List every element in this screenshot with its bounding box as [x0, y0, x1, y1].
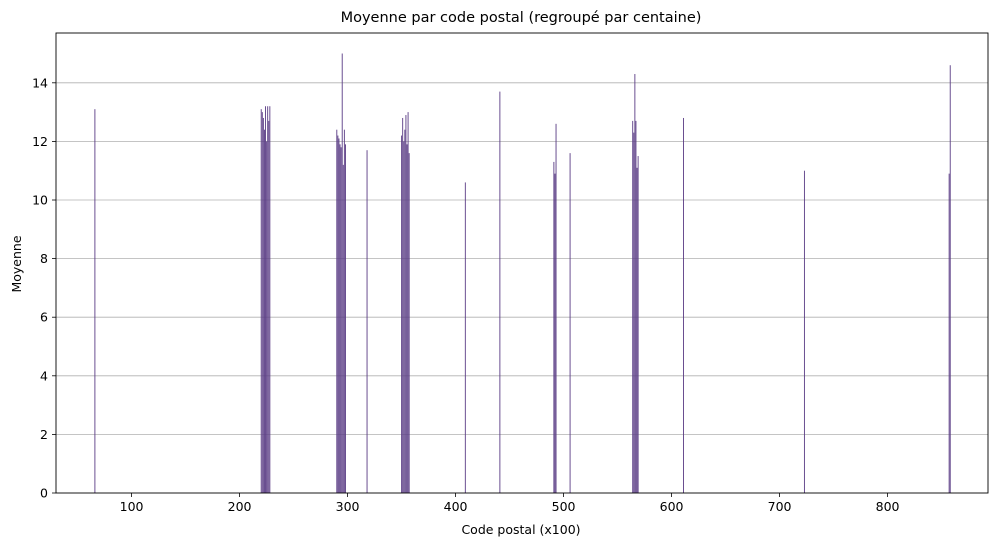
bar — [340, 147, 342, 493]
bar — [336, 129, 338, 493]
bar — [267, 106, 269, 493]
bar — [949, 65, 951, 493]
x-axis-title: Code postal (x100) — [461, 522, 580, 537]
bar — [635, 120, 637, 494]
bar — [342, 164, 344, 493]
bar — [268, 120, 270, 494]
gridlines — [56, 82, 988, 435]
x-tick-label: 400 — [444, 499, 468, 514]
bar — [569, 153, 571, 494]
x-tick-label: 600 — [660, 499, 684, 514]
bar — [401, 135, 403, 493]
bar — [266, 141, 268, 493]
y-axis-title: Moyenne — [9, 235, 24, 292]
bar — [338, 138, 340, 493]
bar — [269, 106, 271, 493]
bar — [404, 129, 406, 493]
bar — [260, 109, 262, 493]
bar — [632, 120, 634, 494]
bar — [261, 112, 263, 494]
plot-frame — [55, 32, 989, 494]
y-tick-label: 10 — [32, 193, 48, 208]
bar — [555, 123, 557, 493]
bar — [405, 115, 407, 494]
x-tick-label: 100 — [120, 499, 144, 514]
bar — [337, 135, 339, 493]
bar — [464, 182, 466, 493]
bar — [553, 161, 555, 494]
bar — [408, 153, 410, 494]
y-tick-label: 4 — [40, 368, 48, 383]
bar — [637, 156, 639, 494]
bar — [262, 117, 264, 494]
y-tick-label: 0 — [40, 486, 48, 501]
bar — [636, 167, 638, 493]
bar — [499, 91, 501, 493]
y-axis-ticks: 0 2 4 6 8 10 12 14 — [32, 75, 56, 501]
chart-title: Moyenne par code postal (regroupé par ce… — [341, 10, 702, 26]
bar — [402, 117, 404, 494]
bar — [406, 144, 408, 493]
bar — [339, 144, 341, 493]
bars — [94, 53, 951, 494]
bar — [634, 74, 636, 494]
bar — [803, 170, 805, 493]
bar — [554, 173, 556, 493]
x-tick-label: 500 — [552, 499, 576, 514]
y-tick-label: 12 — [32, 134, 48, 149]
bar — [265, 106, 266, 493]
y-tick-label: 14 — [32, 75, 48, 90]
x-tick-label: 700 — [768, 499, 792, 514]
bar — [633, 132, 635, 493]
bar — [407, 112, 409, 494]
bar — [341, 53, 343, 494]
y-tick-label: 6 — [40, 310, 48, 325]
bar — [948, 173, 950, 493]
bar — [403, 141, 405, 493]
bar — [344, 144, 346, 493]
y-tick-label: 8 — [40, 251, 48, 266]
x-tick-label: 800 — [876, 499, 900, 514]
bar — [94, 109, 96, 493]
bar — [263, 129, 265, 493]
bar — [343, 129, 345, 493]
y-tick-label: 2 — [40, 427, 48, 442]
x-tick-label: 300 — [336, 499, 360, 514]
x-axis-ticks: 100 200 300 400 500 600 700 800 — [120, 493, 900, 514]
bar — [366, 150, 368, 493]
x-tick-label: 200 — [228, 499, 252, 514]
bar — [683, 117, 684, 494]
